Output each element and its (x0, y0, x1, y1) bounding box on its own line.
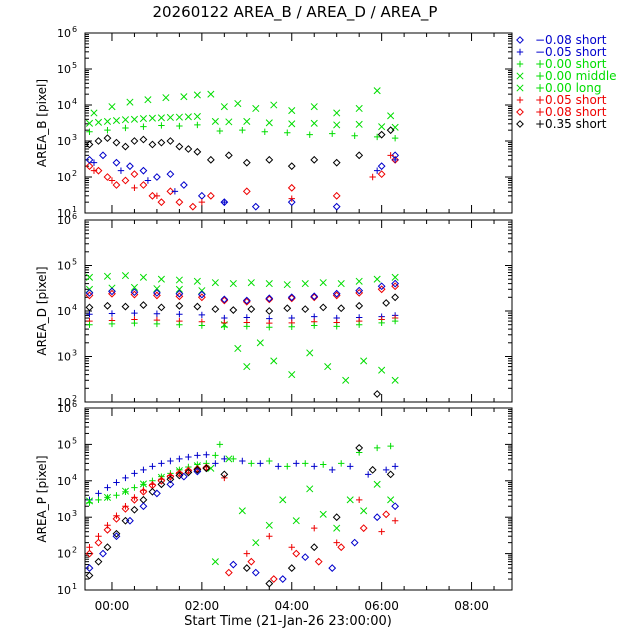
x-tick-label: 02:00 (185, 599, 220, 613)
y-tick-exponent: 3 (72, 349, 77, 358)
y-tick-exponent: 6 (72, 400, 77, 409)
y-tick-exponent: 4 (72, 97, 77, 106)
y-tick-exponent: 4 (72, 303, 77, 312)
y-tick-label: 10 (57, 548, 71, 561)
y-axis-label: AREA_P [pixel] (35, 455, 49, 542)
y-tick-label: 10 (57, 305, 71, 318)
y-tick-label: 10 (57, 214, 71, 227)
legend-label: +0.35 short (535, 117, 607, 131)
y-tick-label: 10 (57, 438, 71, 451)
y-tick-label: 10 (57, 99, 71, 112)
x-tick-label: 06:00 (364, 599, 399, 613)
y-tick-exponent: 5 (72, 436, 77, 445)
y-tick-exponent: 4 (72, 473, 77, 482)
y-tick-exponent: 3 (72, 509, 77, 518)
y-tick-exponent: 2 (72, 169, 77, 178)
y-tick-exponent: 1 (72, 582, 77, 591)
y-tick-label: 10 (57, 511, 71, 524)
y-tick-exponent: 3 (72, 133, 77, 142)
y-tick-label: 10 (57, 475, 71, 488)
x-tick-label: 00:00 (95, 599, 130, 613)
y-tick-label: 10 (57, 402, 71, 415)
x-tick-label: 04:00 (274, 599, 309, 613)
y-tick-exponent: 6 (72, 25, 77, 34)
y-axis-label: AREA_D [pixel] (35, 266, 49, 355)
y-tick-label: 10 (57, 351, 71, 364)
y-tick-label: 10 (57, 260, 71, 273)
y-axis-label: AREA_B [pixel] (35, 79, 49, 167)
x-axis-label: Start Time (21-Jan-26 23:00:00) (184, 614, 392, 629)
y-tick-label: 10 (57, 27, 71, 40)
chart-title: 20260122 AREA_B / AREA_D / AREA_P (153, 3, 438, 22)
y-tick-exponent: 5 (72, 61, 77, 70)
y-tick-label: 10 (57, 63, 71, 76)
y-tick-label: 10 (57, 135, 71, 148)
y-tick-label: 10 (57, 171, 71, 184)
x-tick-label: 08:00 (454, 599, 489, 613)
y-tick-exponent: 6 (72, 212, 77, 221)
y-tick-exponent: 2 (72, 546, 77, 555)
chart: 20260122 AREA_B / AREA_D / AREA_P 101102… (0, 0, 640, 640)
y-tick-exponent: 5 (72, 258, 77, 267)
y-tick-label: 10 (57, 584, 71, 597)
